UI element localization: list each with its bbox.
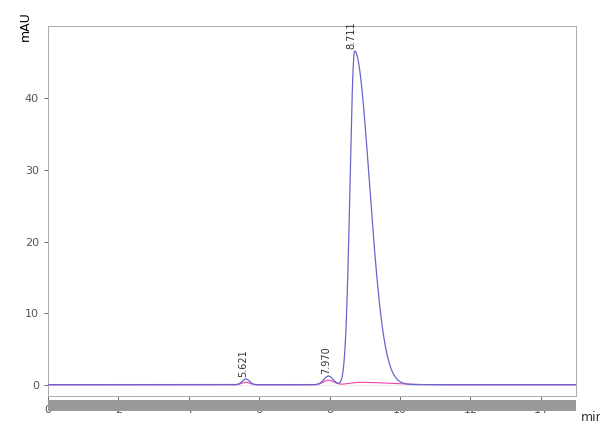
Text: min: min — [581, 411, 600, 424]
Text: 5.621: 5.621 — [238, 349, 248, 377]
Text: 7.970: 7.970 — [321, 346, 331, 374]
Y-axis label: mAU: mAU — [19, 11, 32, 41]
Text: 8.711: 8.711 — [347, 22, 357, 49]
